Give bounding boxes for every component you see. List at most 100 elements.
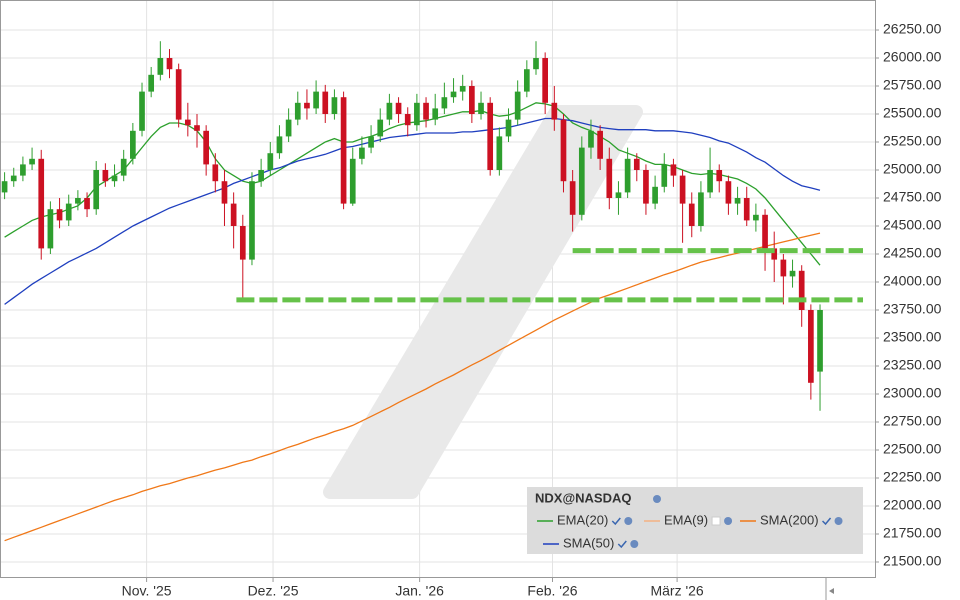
candle-body (267, 153, 274, 171)
y-tick-label: 21750.00 (883, 525, 942, 541)
candle-body (175, 69, 182, 120)
candle-body (75, 198, 81, 204)
candle-body (762, 214, 768, 249)
candle-body (569, 181, 576, 215)
x-tick-label: Jan. '26 (395, 583, 444, 599)
legend: NDX@NASDAQ EMA(20) EMA(9) SMA(200) SMA(50) (527, 487, 863, 554)
settings-icon[interactable] (724, 517, 733, 525)
candle-body (542, 58, 548, 103)
candle-body (496, 136, 503, 171)
settings-icon[interactable] (630, 540, 639, 548)
y-tick-label: 25500.00 (883, 105, 942, 121)
candle-body (652, 186, 658, 204)
candle-body (578, 147, 585, 215)
y-tick-label: 25000.00 (883, 161, 942, 177)
plot-border (0, 0, 876, 578)
candle-body (331, 97, 338, 115)
candle-body (441, 97, 448, 109)
candle-body (615, 192, 622, 199)
candle-body (514, 91, 521, 120)
candle-body (212, 164, 219, 182)
candle-body (56, 209, 63, 221)
candle-body (120, 158, 127, 176)
y-tick-label: 22500.00 (883, 441, 942, 457)
legend-box (527, 487, 863, 554)
candle-body (84, 198, 90, 210)
y-tick-label: 25750.00 (883, 77, 942, 93)
candle-body (716, 170, 723, 182)
candle-body (459, 86, 466, 92)
settings-icon[interactable] (834, 517, 843, 525)
candle-body (47, 209, 54, 249)
candle-body (203, 130, 209, 165)
y-tick-label: 23250.00 (883, 357, 942, 373)
y-tick-label: 24250.00 (883, 245, 942, 261)
y-tick-label: 25250.00 (883, 133, 942, 149)
candle-body (194, 125, 200, 131)
candle-body (139, 91, 145, 131)
candle-body (780, 259, 787, 277)
legend-label: EMA(9) (664, 512, 708, 527)
candle-body (276, 136, 283, 154)
ma-line (4, 232, 821, 542)
candle-body (1, 181, 8, 193)
candle-body (643, 170, 649, 204)
candle-body (10, 175, 17, 182)
candle-body (725, 181, 732, 204)
candle-body (734, 198, 741, 204)
candle-body (670, 164, 677, 176)
candle-body (184, 119, 191, 126)
candle-body (624, 158, 631, 193)
candle-body (65, 203, 72, 221)
visibility-box[interactable] (711, 516, 721, 526)
y-tick-label: 24500.00 (883, 217, 942, 233)
candle-body (707, 170, 713, 193)
visibility-check[interactable] (617, 540, 627, 549)
candle-body (478, 102, 484, 115)
candle-body (551, 102, 558, 120)
scroll-arrow[interactable] (829, 588, 834, 594)
candle-body (523, 69, 530, 92)
y-tick-label: 23000.00 (883, 385, 942, 401)
candle-body (753, 214, 759, 221)
candle-body (166, 58, 173, 70)
candle-body (597, 130, 603, 159)
visibility-check[interactable] (822, 517, 832, 526)
x-tick-label: März '26 (650, 583, 703, 599)
ma-line (4, 102, 821, 266)
candle-body (423, 102, 429, 120)
candle-body (111, 175, 118, 182)
candle-body (698, 192, 704, 227)
candle-body (359, 147, 365, 159)
candle-body (230, 203, 237, 227)
ma-line (4, 117, 821, 305)
candle-body (432, 108, 439, 120)
candle-body (533, 58, 539, 70)
y-tick-label: 26250.00 (883, 21, 942, 37)
axes: 21500.00 21750.00 22000.00 22250.00 22500.00… (122, 21, 942, 599)
y-tick-label: 23750.00 (883, 301, 942, 317)
settings-icon[interactable] (653, 495, 661, 503)
candle-body (313, 91, 319, 109)
candle-body (239, 226, 246, 260)
candle-body (469, 86, 475, 115)
candle-body (249, 181, 255, 260)
y-tick-label: 24000.00 (883, 273, 942, 289)
y-tick-label: 26000.00 (883, 49, 942, 65)
candle-body (20, 164, 26, 176)
y-tick-label: 21500.00 (883, 553, 942, 569)
plot (1, 41, 863, 542)
candle-body (395, 102, 402, 115)
candle-body (560, 119, 567, 182)
legend-label: SMA(50) (563, 535, 614, 550)
candle-body (368, 136, 374, 148)
candle-body (285, 119, 292, 137)
visibility-check[interactable] (611, 517, 621, 526)
candle-body (29, 158, 35, 165)
settings-icon[interactable] (624, 517, 633, 525)
candle-body (157, 58, 164, 75)
candle-body (450, 91, 457, 98)
y-tick-label: 23500.00 (883, 329, 942, 345)
y-tick-label: 22750.00 (883, 413, 942, 429)
